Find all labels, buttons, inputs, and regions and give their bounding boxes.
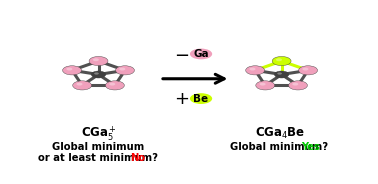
Circle shape <box>292 83 298 86</box>
Text: or at least minimum?: or at least minimum? <box>37 153 160 163</box>
Circle shape <box>288 81 307 90</box>
Circle shape <box>119 68 125 70</box>
Text: CGa$_4$Be: CGa$_4$Be <box>255 126 305 141</box>
Text: Yes: Yes <box>302 142 320 152</box>
Circle shape <box>260 83 266 86</box>
Circle shape <box>249 68 256 70</box>
Circle shape <box>93 58 99 61</box>
Text: Ga: Ga <box>193 49 209 59</box>
Text: No: No <box>130 153 146 163</box>
Circle shape <box>272 56 291 66</box>
Circle shape <box>274 71 289 78</box>
Circle shape <box>302 68 308 70</box>
Circle shape <box>256 81 275 90</box>
Circle shape <box>94 72 99 75</box>
Circle shape <box>89 56 108 66</box>
Circle shape <box>190 93 212 104</box>
Circle shape <box>76 83 82 86</box>
Text: $-$: $-$ <box>174 45 190 63</box>
Circle shape <box>246 66 265 75</box>
Circle shape <box>73 81 91 90</box>
Circle shape <box>194 95 201 99</box>
Circle shape <box>105 81 124 90</box>
Circle shape <box>194 51 201 54</box>
Text: $+$: $+$ <box>174 90 190 108</box>
Text: CGa$_5^+$: CGa$_5^+$ <box>81 124 116 143</box>
Circle shape <box>63 66 82 75</box>
Circle shape <box>109 83 115 86</box>
Text: Be: Be <box>194 94 209 104</box>
Circle shape <box>277 72 282 75</box>
Circle shape <box>91 71 106 78</box>
Circle shape <box>299 66 318 75</box>
Text: Global minimum: Global minimum <box>53 142 145 152</box>
Circle shape <box>67 68 73 70</box>
Text: Global minimum?: Global minimum? <box>230 142 330 152</box>
Circle shape <box>190 49 212 59</box>
Circle shape <box>276 58 282 61</box>
Circle shape <box>116 66 135 75</box>
